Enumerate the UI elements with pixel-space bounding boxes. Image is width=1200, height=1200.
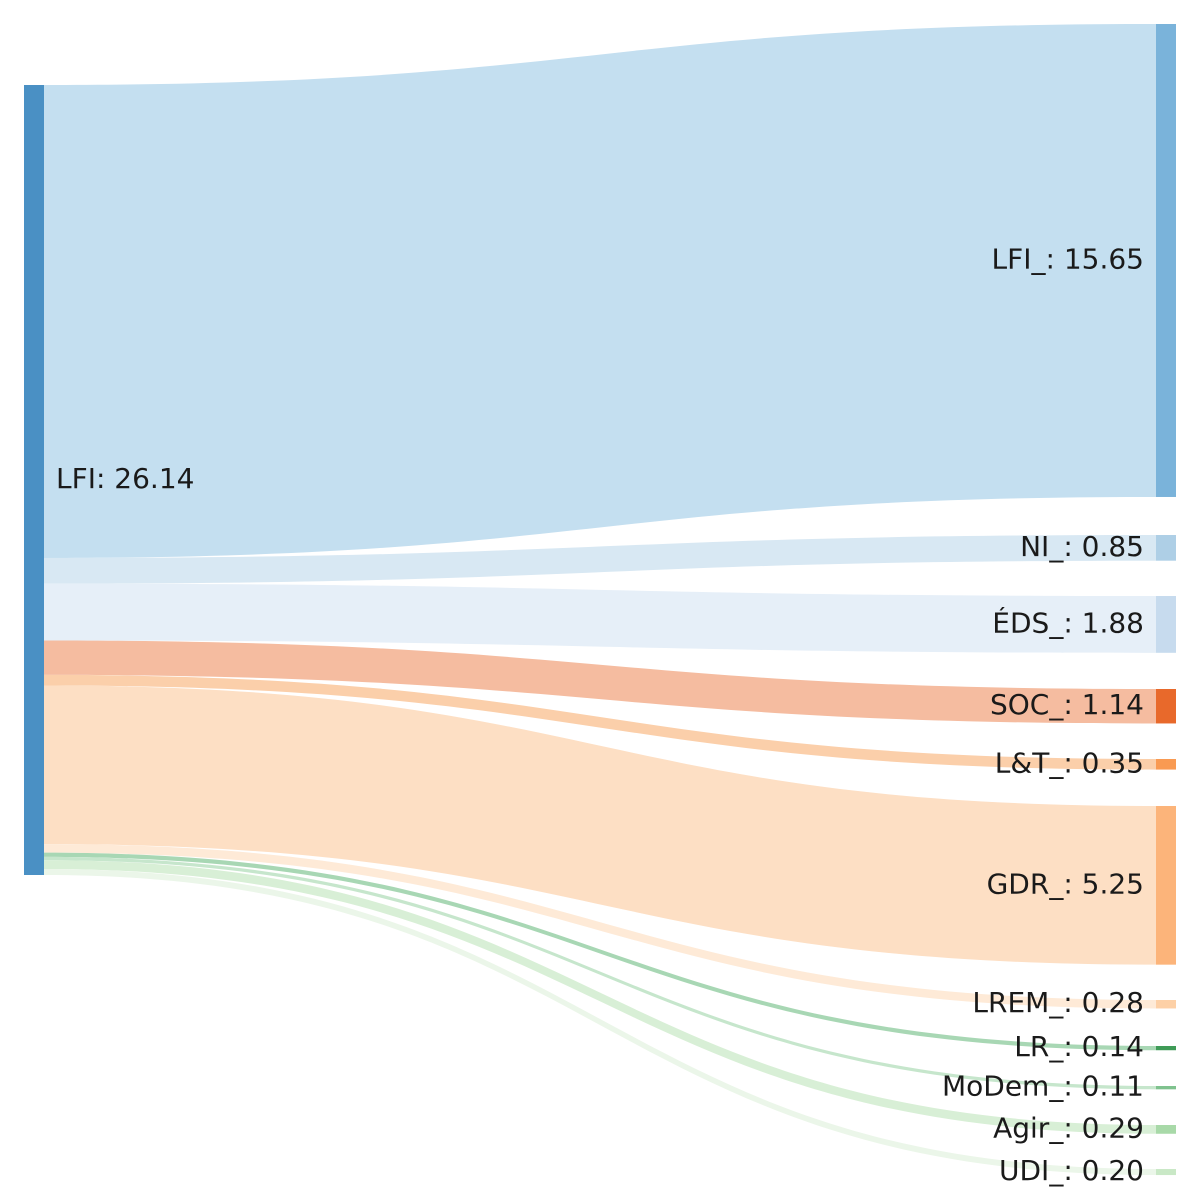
node-landt (1156, 759, 1176, 770)
node-udi (1156, 1169, 1176, 1176)
node-gdr (1156, 806, 1176, 965)
label-agir: Agir_: 0.29 (993, 1111, 1144, 1144)
label-lrem: LREM_: 0.28 (972, 986, 1144, 1019)
node-ds (1156, 596, 1176, 653)
label-source-lfi: LFI: 26.14 (56, 462, 194, 495)
node-lrem (1156, 1000, 1176, 1009)
link-lr (44, 852, 1156, 1051)
node-ni (1156, 535, 1176, 561)
sankey-links (44, 24, 1156, 1176)
link-landt (44, 674, 1156, 770)
link-udi (44, 868, 1156, 1176)
label-soc: SOC_: 1.14 (990, 688, 1144, 721)
sankey-labels: LFI: 26.14 LFI_: 15.65 NI_: 0.85 ÉDS_: 1.88… (56, 242, 1144, 1187)
link-ds (44, 583, 1156, 653)
link-soc (44, 640, 1156, 724)
sankey-nodes (24, 24, 1176, 1176)
label-lr: LR_: 0.14 (1014, 1030, 1144, 1063)
label-landt: L&T_: 0.35 (995, 746, 1144, 779)
node-lr (1156, 1046, 1176, 1051)
node-source-lfi (24, 85, 44, 875)
link-ni (44, 535, 1156, 584)
label-lfi: LFI_: 15.65 (992, 242, 1144, 275)
node-lfi (1156, 24, 1176, 497)
link-agir (44, 860, 1156, 1134)
label-ds: ÉDS_: 1.88 (992, 605, 1144, 639)
link-lrem (44, 844, 1156, 1009)
link-modem (44, 856, 1156, 1090)
link-gdr (44, 685, 1156, 965)
label-ni: NI_: 0.85 (1020, 530, 1144, 563)
label-gdr: GDR_: 5.25 (987, 867, 1144, 900)
link-lfi (44, 24, 1156, 558)
node-soc (1156, 689, 1176, 724)
node-modem (1156, 1086, 1176, 1090)
node-agir (1156, 1125, 1176, 1134)
label-modem: MoDem_: 0.11 (942, 1070, 1144, 1103)
label-udi: UDI_: 0.20 (999, 1154, 1144, 1187)
